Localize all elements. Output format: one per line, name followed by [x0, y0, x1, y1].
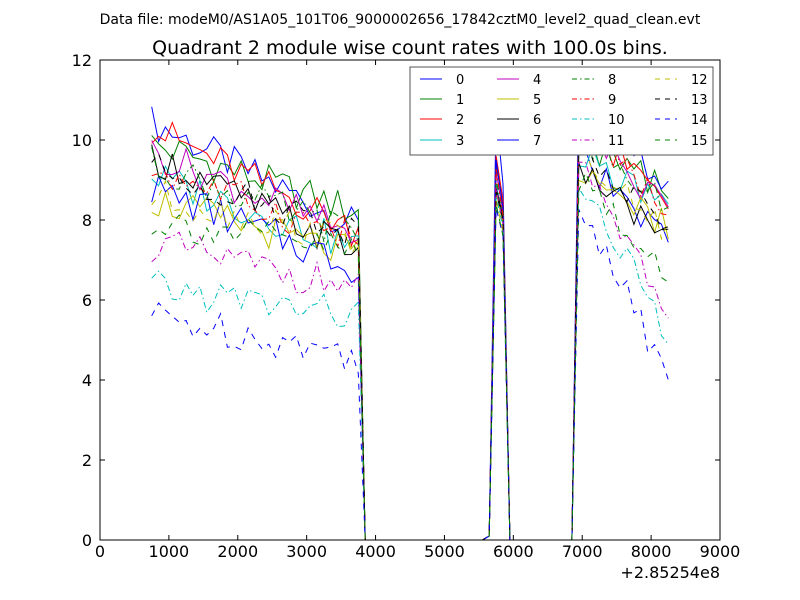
x-tick-label: 0: [95, 542, 105, 561]
chart-suptitle: Data file: modeM0/AS1A05_101T06_90000026…: [100, 12, 701, 28]
legend-label-10: 10: [608, 113, 625, 128]
series-line-4: [151, 114, 669, 541]
legend-label-15: 15: [691, 134, 708, 149]
legend-box: [409, 66, 714, 156]
y-tick-label: 2: [82, 451, 92, 470]
x-tick-label: 7000: [562, 542, 603, 561]
legend-label-11: 11: [608, 134, 625, 149]
x-tick-label: 6000: [493, 542, 534, 561]
chart-title: Quadrant 2 module wise count rates with …: [152, 37, 668, 59]
legend-label-14: 14: [691, 113, 708, 128]
y-tick-label: 8: [82, 211, 92, 230]
series-line-14: [151, 207, 669, 541]
legend-label-4: 4: [533, 73, 541, 88]
series-line-10: [151, 186, 669, 541]
legend-label-1: 1: [456, 93, 464, 108]
legend-label-7: 7: [533, 134, 541, 149]
y-tick-label: 10: [72, 131, 92, 150]
x-tick-label: 4000: [355, 542, 396, 561]
legend-label-13: 13: [691, 93, 708, 108]
legend-label-12: 12: [691, 73, 708, 88]
legend-label-6: 6: [533, 113, 541, 128]
series-line-6: [151, 144, 669, 541]
y-tick-label: 0: [82, 531, 92, 550]
x-offset-label: +2.85254e8: [620, 563, 720, 582]
x-tick-label: 2000: [217, 542, 258, 561]
x-tick-label: 8000: [631, 542, 672, 561]
series-line-3: [151, 145, 669, 541]
x-tick-label: 5000: [424, 542, 465, 561]
x-tick-label: 1000: [149, 542, 190, 561]
legend-label-5: 5: [533, 93, 541, 108]
y-tick-label: 4: [82, 371, 92, 390]
legend-label-3: 3: [456, 134, 464, 149]
legend-label-2: 2: [456, 113, 464, 128]
axis-ticks: 0 1000 2000 3000 4000 5000 6000 7000 8000 9000 0 2 4…: [72, 51, 741, 561]
series-line-15: [151, 171, 669, 541]
y-tick-label: 12: [72, 51, 92, 70]
series-line-11: [151, 161, 669, 541]
series-line-8: [151, 124, 669, 541]
x-tick-label: 9000: [700, 542, 741, 561]
x-tick-label: 3000: [286, 542, 327, 561]
y-tick-label: 6: [82, 291, 92, 310]
series-layer: [151, 84, 669, 541]
plot-frame: [99, 59, 721, 541]
legend-label-0: 0: [456, 73, 464, 88]
series-line-5: [151, 170, 669, 541]
legend-label-9: 9: [608, 93, 616, 108]
legend-label-8: 8: [608, 73, 616, 88]
